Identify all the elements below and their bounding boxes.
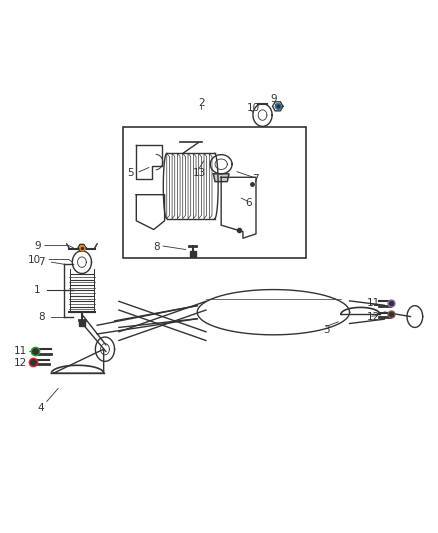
- Text: 6: 6: [245, 198, 252, 208]
- Text: 11: 11: [367, 298, 380, 309]
- Text: 7: 7: [38, 257, 45, 267]
- Text: 8: 8: [154, 242, 160, 252]
- Bar: [123, 127, 306, 258]
- Text: 9: 9: [270, 94, 277, 104]
- Text: 3: 3: [323, 325, 330, 335]
- Text: 8: 8: [38, 312, 45, 321]
- Text: 12: 12: [14, 358, 28, 368]
- Text: 10: 10: [28, 255, 41, 264]
- Polygon shape: [213, 174, 229, 182]
- Text: 13: 13: [193, 168, 206, 178]
- Text: 1: 1: [34, 286, 41, 295]
- Text: 9: 9: [34, 240, 41, 251]
- Text: 12: 12: [367, 312, 380, 321]
- Text: 7: 7: [252, 174, 258, 184]
- Text: 11: 11: [14, 346, 28, 357]
- Text: 10: 10: [247, 103, 261, 112]
- Text: 4: 4: [37, 403, 44, 413]
- Text: 2: 2: [198, 98, 205, 108]
- Text: 5: 5: [127, 168, 134, 178]
